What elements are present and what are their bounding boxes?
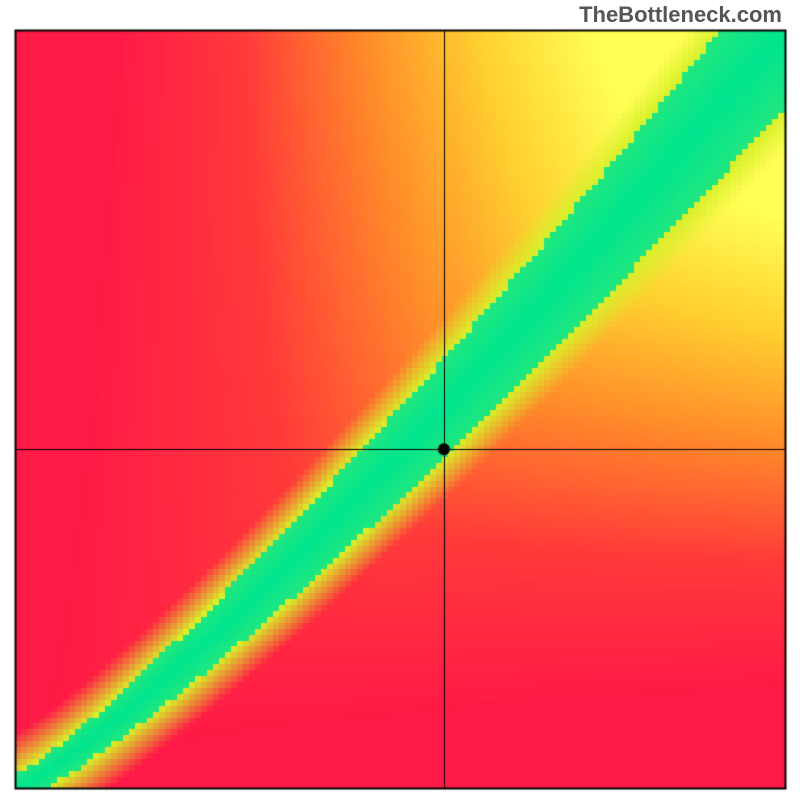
bottleneck-heatmap	[0, 0, 800, 800]
watermark-text: TheBottleneck.com	[579, 2, 782, 28]
chart-container: TheBottleneck.com	[0, 0, 800, 800]
